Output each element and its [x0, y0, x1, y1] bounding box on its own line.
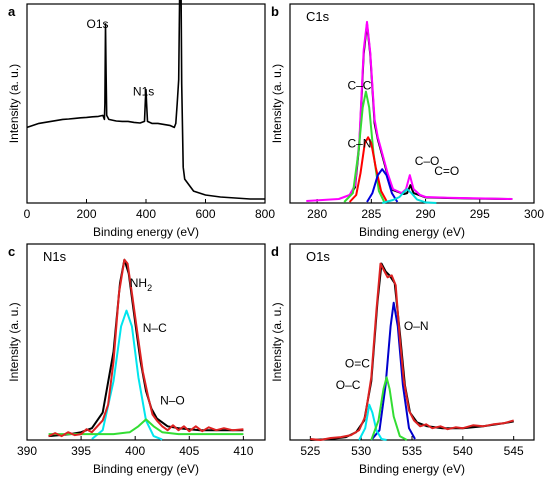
x-tick-label: 295: [470, 207, 490, 221]
peak-annotation: C–O: [415, 154, 440, 168]
panel-letter: d: [271, 244, 279, 259]
series-line: [306, 20, 513, 202]
x-tick-label: 405: [179, 444, 199, 458]
peak-annotation: O=C: [345, 356, 370, 370]
panel-a: 0 200 400 600 800 Binding energy (eV) Intensit…: [7, 0, 275, 239]
series-line: [370, 301, 416, 441]
series-line: [310, 262, 514, 441]
plot-frame: [289, 3, 535, 204]
x-tick-label: 535: [402, 444, 422, 458]
peak-annotation: O–C: [336, 378, 361, 392]
peak-annotation: C–N: [347, 136, 371, 150]
x-tick-label: 525: [300, 444, 320, 458]
panel-title: O1s: [306, 249, 330, 264]
x-axis-label: Binding energy (eV): [93, 462, 199, 476]
panel-letter: a: [8, 4, 16, 19]
plot-frame: [26, 243, 266, 441]
peak-annotation: C=O: [434, 164, 459, 178]
x-tick-label: 0: [24, 207, 31, 221]
panel-title: C1s: [306, 9, 330, 24]
series-line: [370, 376, 408, 441]
series-line: [358, 403, 387, 441]
peak-annotation: N–O: [160, 394, 185, 408]
x-tick-label: 400: [125, 444, 145, 458]
x-tick-label: 290: [416, 207, 436, 221]
x-tick-label: 300: [524, 207, 544, 221]
peak-annotation: NH2: [130, 276, 152, 293]
y-axis-label: Intensity (a. u.): [270, 64, 284, 143]
x-axis-label: Binding energy (eV): [359, 462, 465, 476]
panel-b: 280 285 290 295 300 Binding energy (eV) Intens…: [270, 3, 544, 239]
peak-annotation-subscript: 2: [147, 283, 152, 293]
x-tick-label: 395: [71, 444, 91, 458]
series-line: [381, 188, 437, 204]
x-tick-label: 800: [255, 207, 275, 221]
x-tick-label: 280: [307, 207, 327, 221]
x-tick-label: 545: [504, 444, 524, 458]
plot-frame: [289, 243, 535, 441]
peak-annotation: N–C: [143, 321, 167, 335]
series-line: [26, 0, 265, 200]
x-axis-label: Binding energy (eV): [359, 225, 465, 239]
panel-c: 390 395 400 405 410 Binding energy (eV) Intens…: [7, 243, 266, 476]
x-tick-label: 285: [361, 207, 381, 221]
panel-title: N1s: [43, 249, 67, 264]
y-axis-label: Intensity (a. u.): [7, 64, 21, 143]
peak-annotation: O–N: [404, 319, 429, 333]
x-tick-label: 400: [136, 207, 156, 221]
series-line: [48, 418, 244, 436]
series-line: [348, 136, 388, 203]
x-tick-label: 390: [17, 444, 37, 458]
y-axis-label: Intensity (a. u.): [270, 302, 284, 381]
series-line: [48, 258, 244, 438]
x-tick-label: 200: [76, 207, 96, 221]
x-tick-label: 600: [195, 207, 215, 221]
panel-letter: b: [271, 4, 279, 19]
x-tick-label: 410: [233, 444, 253, 458]
peak-annotation: N1s: [133, 85, 154, 99]
y-axis-label: Intensity (a. u.): [7, 302, 21, 381]
peak-annotation: C–C: [347, 79, 371, 93]
series-line: [310, 262, 514, 441]
panel-d: 525 530 535 540 545 Binding energy (eV) Intens…: [270, 243, 535, 476]
x-tick-label: 530: [351, 444, 371, 458]
x-axis-label: Binding energy (eV): [93, 225, 199, 239]
peak-annotation: O1s: [87, 17, 109, 31]
panel-letter: c: [8, 244, 15, 259]
series-line: [366, 168, 399, 203]
x-tick-label: 540: [453, 444, 473, 458]
